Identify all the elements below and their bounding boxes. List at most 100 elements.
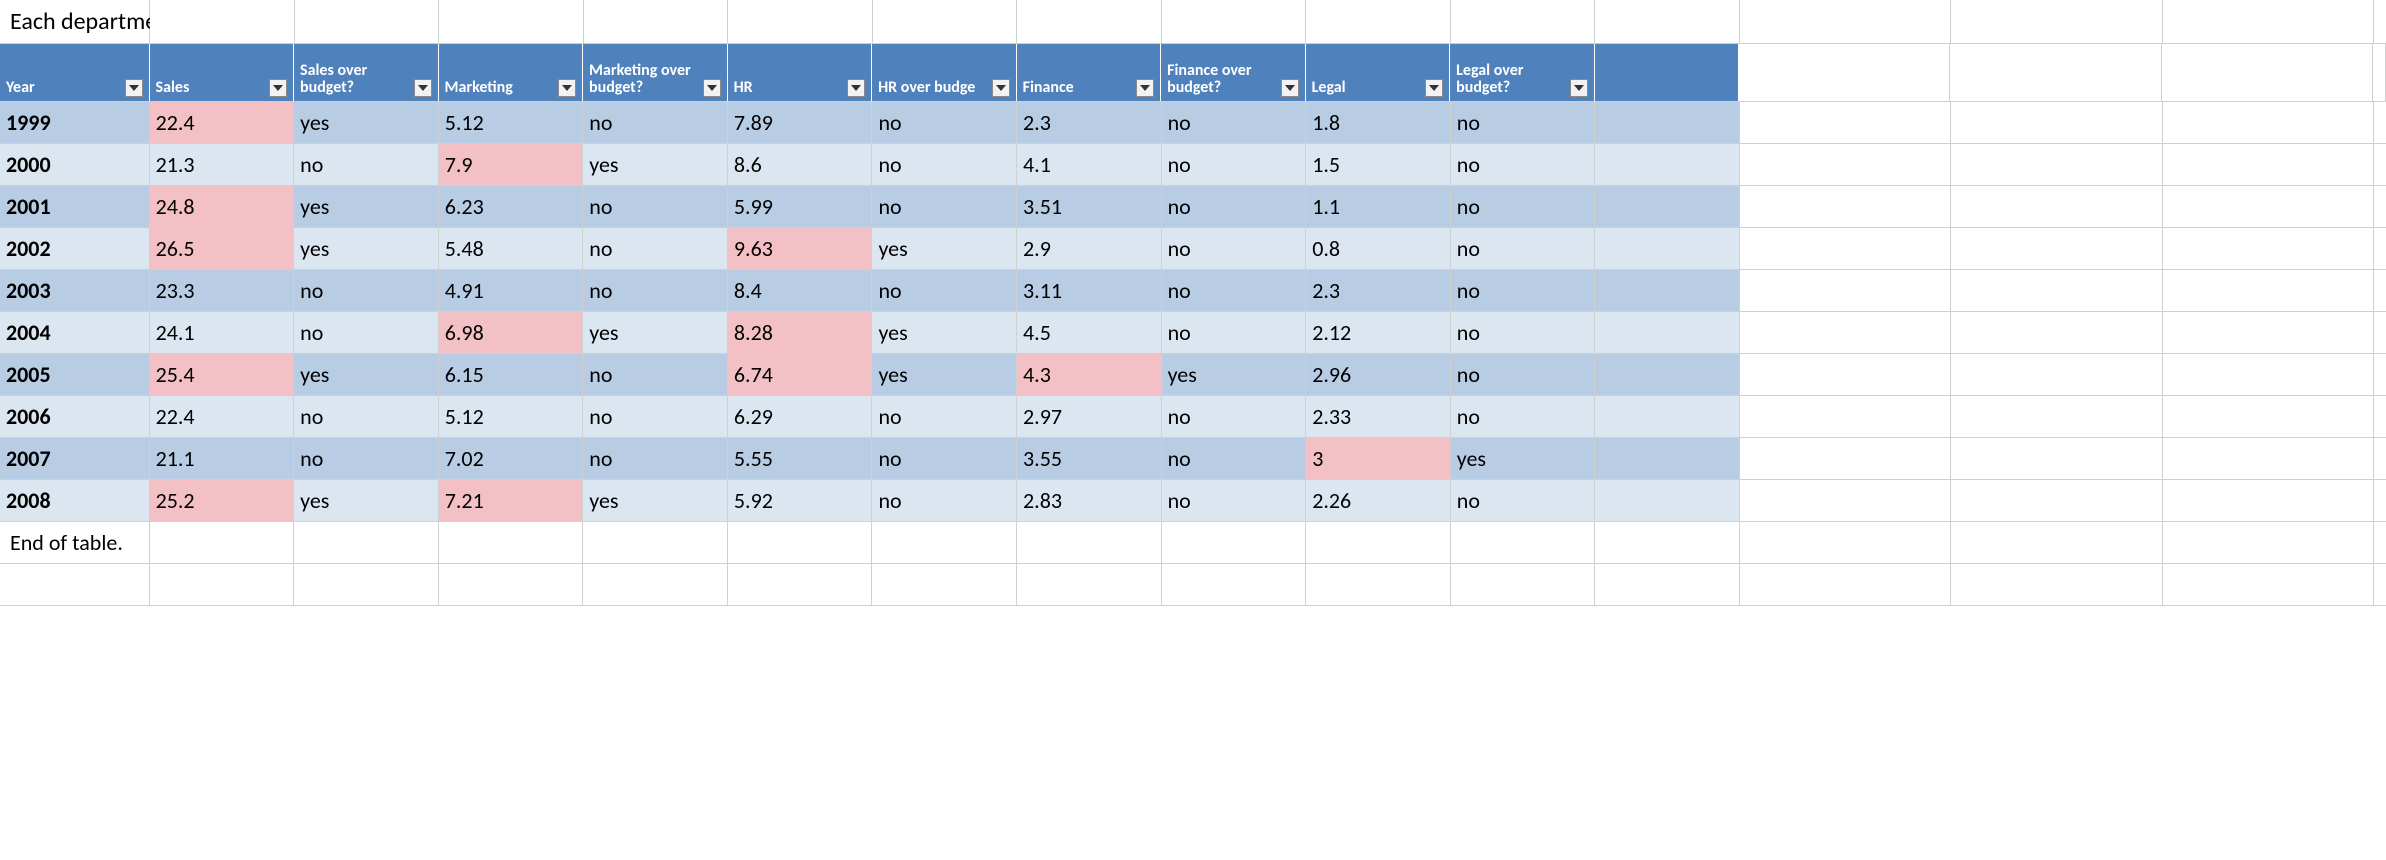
- filler-cell[interactable]: [1595, 312, 1740, 353]
- cell-marketing[interactable]: 4.91: [439, 270, 584, 311]
- cell-marketing[interactable]: 5.12: [439, 102, 584, 143]
- empty-cell[interactable]: [2374, 438, 2386, 479]
- title-cell[interactable]: Each department's expenses from 1999 - 2…: [0, 0, 150, 43]
- empty-cell[interactable]: [583, 564, 728, 605]
- empty-cell[interactable]: [872, 522, 1017, 563]
- cell-legal_over[interactable]: no: [1451, 102, 1596, 143]
- cell-sales_over[interactable]: yes: [294, 186, 439, 227]
- empty-cell[interactable]: [1306, 0, 1451, 43]
- cell-finance_over[interactable]: yes: [1162, 354, 1307, 395]
- filter-dropdown-button[interactable]: [414, 79, 432, 97]
- empty-cell[interactable]: [2374, 144, 2386, 185]
- empty-cell[interactable]: [1951, 0, 2162, 43]
- empty-cell[interactable]: [439, 0, 584, 43]
- year-cell[interactable]: 2008: [0, 480, 150, 521]
- empty-cell[interactable]: [2374, 522, 2386, 563]
- filler-cell[interactable]: [1595, 438, 1740, 479]
- empty-cell[interactable]: [2163, 438, 2374, 479]
- empty-cell[interactable]: [1951, 312, 2162, 353]
- empty-cell[interactable]: [150, 0, 295, 43]
- filter-dropdown-button[interactable]: [558, 79, 576, 97]
- cell-hr_over[interactable]: no: [872, 480, 1017, 521]
- cell-finance[interactable]: 4.5: [1017, 312, 1162, 353]
- cell-finance_over[interactable]: no: [1162, 144, 1307, 185]
- column-header-marketing_over[interactable]: Marketing over budget?: [583, 44, 728, 101]
- empty-cell[interactable]: [1951, 144, 2162, 185]
- cell-finance[interactable]: 3.11: [1017, 270, 1162, 311]
- cell-legal_over[interactable]: no: [1451, 144, 1596, 185]
- empty-cell[interactable]: [1595, 564, 1740, 605]
- empty-cell[interactable]: [2163, 522, 2374, 563]
- cell-legal[interactable]: 1.1: [1306, 186, 1451, 227]
- cell-hr[interactable]: 5.92: [728, 480, 873, 521]
- empty-cell[interactable]: [2163, 102, 2374, 143]
- cell-sales[interactable]: 23.3: [150, 270, 295, 311]
- empty-cell[interactable]: [1740, 144, 1951, 185]
- filter-dropdown-button[interactable]: [703, 79, 721, 97]
- cell-finance[interactable]: 2.3: [1017, 102, 1162, 143]
- cell-sales_over[interactable]: no: [294, 438, 439, 479]
- cell-legal_over[interactable]: no: [1451, 396, 1596, 437]
- empty-cell[interactable]: [1306, 564, 1451, 605]
- cell-legal[interactable]: 2.96: [1306, 354, 1451, 395]
- filter-dropdown-button[interactable]: [1425, 79, 1443, 97]
- cell-hr_over[interactable]: no: [872, 186, 1017, 227]
- empty-cell[interactable]: [1951, 564, 2162, 605]
- empty-cell[interactable]: [2374, 564, 2386, 605]
- cell-marketing[interactable]: 7.02: [439, 438, 584, 479]
- empty-cell[interactable]: [2163, 396, 2374, 437]
- filler-cell[interactable]: [1595, 144, 1740, 185]
- empty-cell[interactable]: [2163, 144, 2374, 185]
- cell-legal[interactable]: 2.26: [1306, 480, 1451, 521]
- cell-sales_over[interactable]: no: [294, 144, 439, 185]
- cell-finance_over[interactable]: no: [1162, 480, 1307, 521]
- cell-marketing[interactable]: 6.15: [439, 354, 584, 395]
- cell-hr_over[interactable]: no: [872, 144, 1017, 185]
- footer-cell[interactable]: End of table.: [0, 522, 150, 563]
- empty-cell[interactable]: [1740, 270, 1951, 311]
- empty-cell[interactable]: [2374, 396, 2386, 437]
- empty-cell[interactable]: [1162, 564, 1307, 605]
- empty-cell[interactable]: [1951, 396, 2162, 437]
- empty-cell[interactable]: [1740, 564, 1951, 605]
- empty-cell[interactable]: [2163, 228, 2374, 269]
- empty-cell[interactable]: [1740, 480, 1951, 521]
- cell-hr[interactable]: 5.99: [728, 186, 873, 227]
- cell-legal[interactable]: 1.5: [1306, 144, 1451, 185]
- cell-legal[interactable]: 1.8: [1306, 102, 1451, 143]
- empty-cell[interactable]: [2163, 480, 2374, 521]
- cell-legal[interactable]: 2.33: [1306, 396, 1451, 437]
- empty-cell[interactable]: [1740, 396, 1951, 437]
- empty-cell[interactable]: [1740, 354, 1951, 395]
- cell-legal_over[interactable]: yes: [1451, 438, 1596, 479]
- filter-dropdown-button[interactable]: [125, 79, 143, 97]
- cell-hr_over[interactable]: no: [872, 102, 1017, 143]
- cell-marketing[interactable]: 7.9: [439, 144, 584, 185]
- empty-cell[interactable]: [1595, 0, 1740, 43]
- empty-cell[interactable]: [1951, 228, 2162, 269]
- cell-sales[interactable]: 26.5: [150, 228, 295, 269]
- cell-finance[interactable]: 2.83: [1017, 480, 1162, 521]
- empty-cell[interactable]: [2163, 564, 2374, 605]
- cell-sales[interactable]: 22.4: [150, 102, 295, 143]
- cell-hr_over[interactable]: yes: [872, 312, 1017, 353]
- cell-sales[interactable]: 24.1: [150, 312, 295, 353]
- empty-cell[interactable]: [2163, 354, 2374, 395]
- empty-cell[interactable]: [2163, 312, 2374, 353]
- cell-finance_over[interactable]: no: [1162, 270, 1307, 311]
- cell-legal_over[interactable]: no: [1451, 228, 1596, 269]
- empty-cell[interactable]: [1740, 312, 1951, 353]
- column-header-marketing[interactable]: Marketing: [439, 44, 584, 101]
- cell-sales_over[interactable]: yes: [294, 102, 439, 143]
- cell-marketing[interactable]: 5.48: [439, 228, 584, 269]
- empty-cell[interactable]: [2374, 102, 2386, 143]
- empty-cell[interactable]: [1740, 186, 1951, 227]
- empty-cell[interactable]: [150, 564, 295, 605]
- cell-finance[interactable]: 3.51: [1017, 186, 1162, 227]
- empty-cell[interactable]: [2374, 186, 2386, 227]
- empty-cell[interactable]: [150, 522, 295, 563]
- filter-dropdown-button[interactable]: [992, 79, 1010, 97]
- cell-finance[interactable]: 2.9: [1017, 228, 1162, 269]
- empty-cell[interactable]: [1740, 438, 1951, 479]
- cell-marketing_over[interactable]: no: [583, 228, 728, 269]
